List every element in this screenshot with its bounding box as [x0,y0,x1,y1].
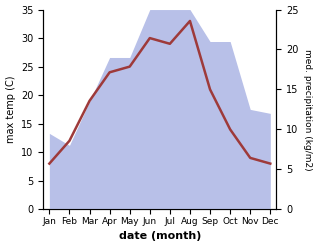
Y-axis label: max temp (C): max temp (C) [5,76,16,143]
Y-axis label: med. precipitation (kg/m2): med. precipitation (kg/m2) [303,49,313,170]
X-axis label: date (month): date (month) [119,231,201,242]
